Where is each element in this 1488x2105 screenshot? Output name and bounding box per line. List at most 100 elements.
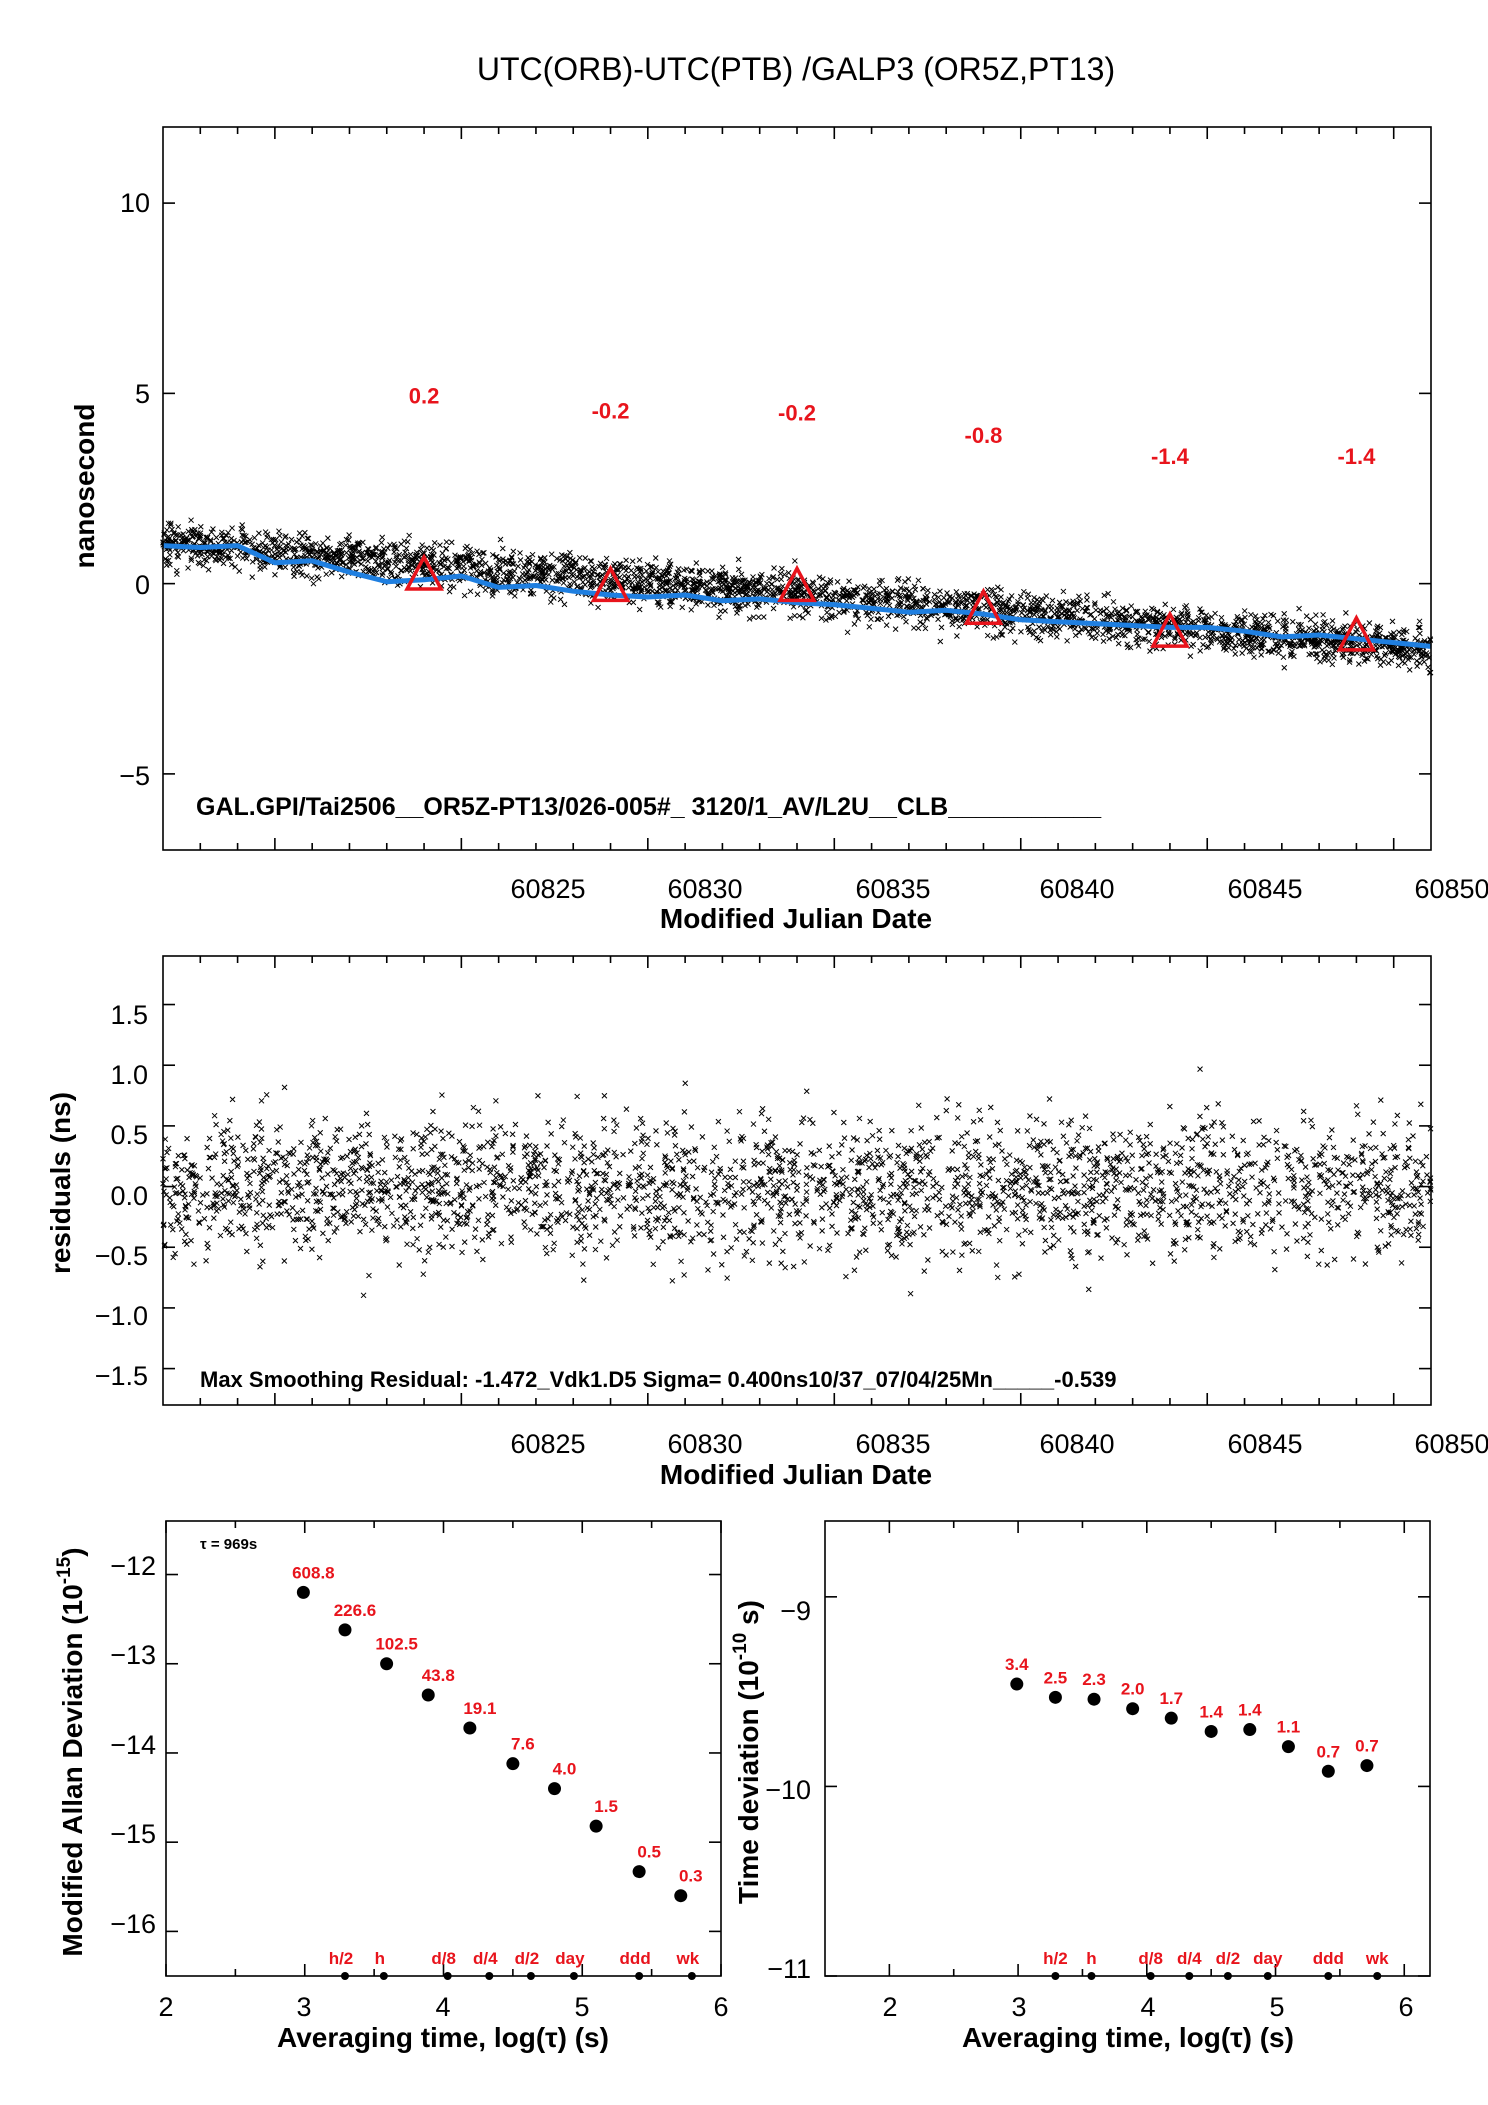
p1-point: [403, 545, 410, 552]
p1-point: [167, 522, 174, 528]
p2-point: [512, 1121, 519, 1128]
p2-point: [1042, 1237, 1049, 1244]
p1-point: [649, 588, 656, 595]
p2-point: [412, 1188, 419, 1194]
p1-point: [249, 558, 256, 565]
p1-ytick-label: 0: [135, 570, 150, 600]
p1-point: [443, 546, 449, 552]
p2-point: [292, 1237, 299, 1244]
p2-point: [523, 1133, 530, 1139]
p2-point: [291, 1171, 297, 1177]
p2-point: [626, 1203, 633, 1210]
p2-point: [930, 1194, 936, 1201]
p1-point: [227, 555, 233, 562]
p1-point: [482, 587, 489, 593]
p2-point: [718, 1261, 725, 1268]
p1-point: [1406, 667, 1413, 673]
p1-point: [770, 605, 777, 612]
p2-point: [374, 1187, 380, 1194]
p2-point: [996, 1141, 1002, 1148]
p2-point: [851, 1176, 858, 1183]
p2-point: [181, 1194, 188, 1201]
p1-point: [1049, 597, 1056, 604]
p2-point: [860, 1184, 866, 1190]
p2-point: [592, 1224, 599, 1230]
p2-point: [890, 1191, 897, 1198]
p1-point: [288, 536, 295, 543]
p1-point: [611, 561, 618, 567]
p1-point: [489, 587, 495, 594]
p1-point: [1072, 632, 1079, 639]
p2-point: [1284, 1230, 1290, 1237]
p1-point: [393, 545, 400, 552]
p2-point: [883, 1147, 889, 1154]
p2-point: [397, 1137, 404, 1144]
p2-point: [555, 1161, 562, 1167]
p1-point: [517, 557, 524, 563]
p2-point: [526, 1142, 533, 1149]
p1-xtick-label: 60840: [1039, 874, 1114, 904]
p2-point: [1057, 1178, 1064, 1185]
p2-point: [794, 1151, 800, 1158]
p2-point: [1048, 1224, 1055, 1231]
p1-point: [1031, 628, 1038, 634]
p1-point: [1205, 629, 1212, 635]
p1-point: [1354, 626, 1360, 633]
p2-point: [394, 1217, 400, 1223]
p1-point: [693, 560, 700, 566]
p2-point: [309, 1246, 315, 1253]
p2-point: [254, 1191, 261, 1197]
p1-point: [1203, 644, 1210, 651]
p2-point: [327, 1145, 334, 1152]
p1-triangle-label: -0.2: [778, 400, 816, 425]
p2-point: [918, 1187, 925, 1194]
p2-point: [1165, 1158, 1172, 1165]
p1-point: [1427, 636, 1433, 642]
p1-point: [1389, 618, 1396, 625]
p1-point: [841, 609, 847, 616]
p1-point: [1060, 588, 1067, 595]
p2-point: [1379, 1187, 1386, 1194]
p2-point: [992, 1142, 999, 1149]
p2-point: [869, 1132, 876, 1139]
p1-point: [165, 557, 172, 564]
p1-point: [448, 560, 455, 567]
p2-point: [259, 1258, 266, 1265]
p1-point: [1084, 597, 1090, 603]
p2-point: [847, 1191, 854, 1198]
p2-point: [1118, 1179, 1124, 1186]
p2-point: [299, 1207, 306, 1214]
p2-point: [1411, 1192, 1417, 1198]
p1-point: [935, 594, 942, 601]
p2-point: [522, 1224, 528, 1231]
p2-point: [1181, 1246, 1188, 1253]
p2-point: [1360, 1195, 1367, 1202]
p1-point: [1280, 617, 1287, 623]
p2-point: [645, 1135, 651, 1142]
p2-point: [304, 1152, 311, 1158]
p2-point: [732, 1221, 739, 1228]
p1-xtick-label: 60850: [1414, 874, 1488, 904]
p2-point: [759, 1148, 766, 1155]
p1-point: [450, 584, 457, 591]
p2-point: [938, 1184, 945, 1191]
p1-point: [906, 588, 913, 594]
p1-point: [310, 580, 317, 587]
p2-point: [715, 1118, 722, 1125]
p1-point: [1081, 625, 1088, 631]
p2-point: [1386, 1176, 1393, 1183]
p2-point: [863, 1178, 870, 1185]
p2-point: [660, 1224, 667, 1231]
p1-triangle-labels: 0.2-0.2 -0.2-0.8-1.4 -1.4: [409, 383, 1376, 469]
p2-point: [978, 1161, 984, 1168]
p2-point: [751, 1157, 757, 1164]
p2-point: [1088, 1207, 1095, 1214]
p2-point: [417, 1222, 424, 1229]
p2-point: [1051, 1195, 1058, 1202]
p2-point: [297, 1245, 304, 1252]
p2-point: [826, 1143, 833, 1149]
p2-point: [985, 1193, 992, 1200]
p1-point: [1313, 612, 1319, 618]
p2-point: [1015, 1232, 1022, 1238]
p2-point: [1199, 1136, 1206, 1143]
